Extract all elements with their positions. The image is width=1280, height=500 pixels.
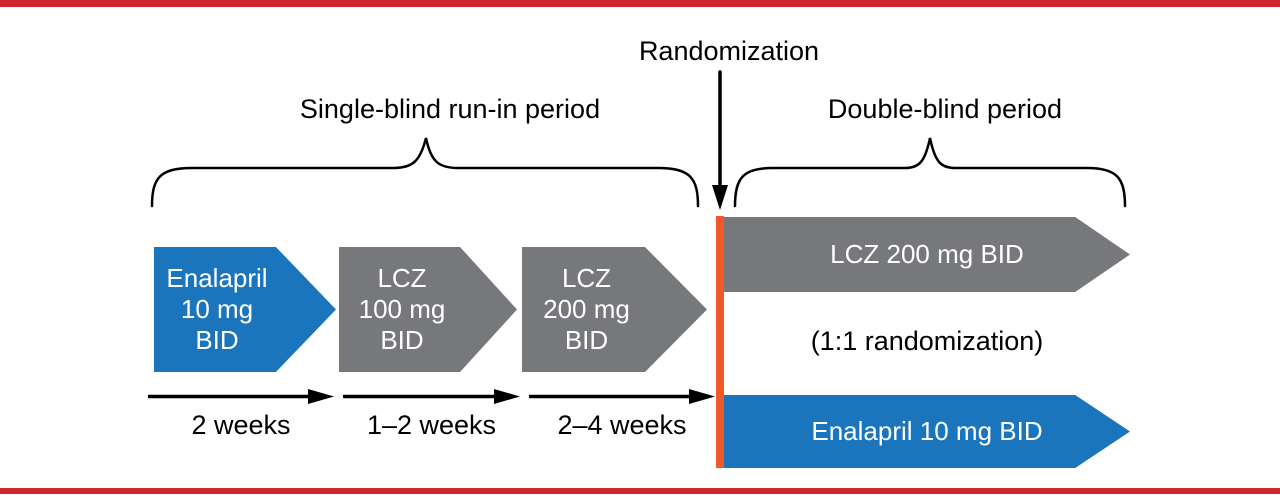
runin-step-label-line: LCZ — [561, 263, 612, 293]
double-blind-brace-icon — [733, 137, 1127, 208]
single-blind-brace-icon — [150, 137, 700, 208]
duration-label-2-weeks: 2 weeks — [191, 410, 291, 440]
timeline-arrow-icon — [148, 389, 334, 404]
double-blind-lcz-arm-arrow: LCZ 200 mg BID — [724, 217, 1130, 292]
randomization-label: Randomization — [638, 36, 820, 66]
runin-step-label-line: BID — [564, 325, 609, 355]
double-blind-enalapril-arm-arrow: Enalapril 10 mg BID — [724, 395, 1130, 468]
single-blind-period-label: Single-blind run-in period — [299, 94, 601, 124]
runin-step-label-line: BID — [195, 325, 239, 355]
runin-step-label-line: 200 mg — [543, 294, 630, 324]
runin-step-label-line: Enalapril — [166, 263, 268, 293]
duration-label-1-2-weeks: 1–2 weeks — [366, 410, 497, 440]
timeline-arrow-icon — [529, 389, 715, 404]
runin-step-label-line: LCZ — [377, 263, 427, 293]
runin-step-lcz100-arrow: LCZ 100 mg BID — [339, 247, 517, 372]
double-blind-enalapril-arm-label: Enalapril 10 mg BID — [811, 416, 1043, 446]
duration-label-2-4-weeks: 2–4 weeks — [557, 410, 687, 440]
bottom-accent-rule — [0, 488, 1280, 494]
timeline-arrow-icon — [343, 389, 520, 404]
top-accent-rule — [0, 0, 1280, 7]
double-blind-period-label: Double-blind period — [827, 94, 1063, 124]
runin-step-label-line: 10 mg — [180, 294, 254, 324]
runin-step-label-line: BID — [380, 325, 424, 355]
runin-step-label-line: 100 mg — [358, 294, 446, 324]
runin-step-enalapril-arrow: Enalapril 10 mg BID — [154, 247, 336, 372]
runin-step-lcz200-arrow: LCZ 200 mg BID — [522, 247, 707, 372]
randomization-down-arrow-icon — [712, 70, 728, 210]
randomization-point-bar — [716, 216, 724, 468]
randomization-ratio-note: (1:1 randomization) — [810, 326, 1044, 356]
double-blind-lcz-arm-label: LCZ 200 mg BID — [830, 239, 1024, 269]
